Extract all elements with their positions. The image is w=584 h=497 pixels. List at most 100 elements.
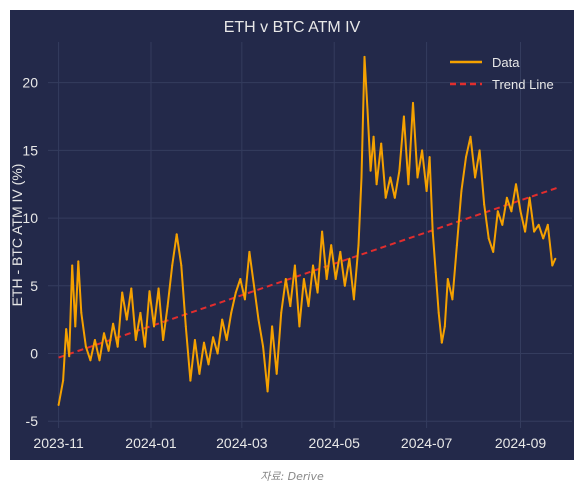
data-point (243, 298, 246, 301)
data-point (492, 250, 495, 253)
data-point (528, 196, 531, 199)
data-point (221, 318, 224, 321)
data-point (212, 336, 215, 339)
data-point (389, 176, 392, 179)
data-point (474, 176, 477, 179)
data-point (148, 290, 151, 293)
data-point (551, 264, 554, 267)
data-point (202, 341, 205, 344)
x-tick-label: 2024-07 (401, 435, 453, 451)
data-point (189, 379, 192, 382)
data-point (98, 359, 101, 362)
data-point (65, 328, 68, 331)
data-point (312, 264, 315, 267)
data-point (487, 237, 490, 240)
data-point (68, 355, 71, 358)
x-tick-label: 2023-11 (33, 435, 84, 451)
data-point (74, 325, 77, 328)
data-point (483, 203, 486, 206)
x-tick-label: 2024-05 (309, 435, 361, 451)
data-point (330, 244, 333, 247)
data-point (230, 311, 233, 314)
data-point (153, 325, 156, 328)
data-point (266, 390, 269, 393)
data-point (384, 196, 387, 199)
data-point (125, 318, 128, 321)
data-point (375, 183, 378, 186)
data-point (175, 233, 178, 236)
data-point (325, 278, 328, 281)
data-point (352, 298, 355, 301)
data-point (307, 305, 310, 308)
data-point (234, 291, 237, 294)
data-point (402, 115, 405, 118)
data-point (554, 257, 557, 260)
data-point (380, 142, 383, 145)
y-tick-label: 5 (30, 278, 38, 294)
data-point (316, 291, 319, 294)
data-point (446, 278, 449, 281)
data-point (77, 260, 80, 263)
data-point (80, 311, 83, 314)
data-point (437, 311, 440, 314)
data-point (393, 196, 396, 199)
data-point (134, 338, 137, 341)
data-point (298, 325, 301, 328)
data-point (62, 379, 65, 382)
data-point (262, 345, 265, 348)
data-point (121, 291, 124, 294)
data-point (103, 332, 106, 335)
data-point (416, 176, 419, 179)
iv-spread-chart: -5 0 5 10 15 20 2023-11 2024-01 2024-03 2024-05 20… (9, 10, 574, 460)
data-point (469, 135, 472, 138)
data-point (369, 169, 372, 172)
data-point (252, 284, 255, 287)
legend-label-trend: Trend Line (492, 77, 554, 92)
data-point (360, 176, 363, 179)
data-point (425, 189, 428, 192)
data-point (334, 278, 337, 281)
data-point (478, 149, 481, 152)
data-point (496, 210, 499, 213)
data-point (363, 55, 366, 58)
data-point (357, 244, 360, 247)
x-tick-label: 2024-03 (216, 435, 268, 451)
data-point (171, 264, 174, 267)
data-point (293, 264, 296, 267)
x-tick-label: 2024-09 (495, 435, 547, 451)
data-point (348, 257, 351, 260)
data-point (366, 108, 369, 111)
data-point (546, 223, 549, 226)
data-point (271, 325, 274, 328)
y-tick-label: 15 (22, 142, 38, 158)
source-caption: 자료: Derive (260, 470, 324, 483)
data-point (198, 372, 201, 375)
data-point (130, 287, 133, 290)
data-point (464, 156, 467, 159)
data-point (107, 349, 110, 352)
data-point (112, 322, 115, 325)
data-point (289, 305, 292, 308)
data-point (372, 135, 375, 138)
data-point (537, 223, 540, 226)
chart-background (10, 10, 574, 460)
data-point (93, 338, 96, 341)
data-point (139, 311, 142, 314)
data-point (533, 230, 536, 233)
data-point (143, 345, 146, 348)
data-point (162, 338, 165, 341)
y-tick-label: 10 (22, 210, 38, 226)
data-point (524, 230, 527, 233)
data-point (257, 318, 260, 321)
data-point (428, 156, 431, 159)
data-point (443, 325, 446, 328)
data-point (460, 189, 463, 192)
data-point (57, 403, 60, 406)
x-tick-label: 2024-01 (125, 435, 177, 451)
data-point (71, 264, 74, 267)
data-point (398, 169, 401, 172)
data-point (84, 345, 87, 348)
data-point (216, 352, 219, 355)
y-axis-label: ETH - BTC ATM IV (%) (9, 164, 25, 307)
y-tick-label: 20 (22, 75, 38, 91)
